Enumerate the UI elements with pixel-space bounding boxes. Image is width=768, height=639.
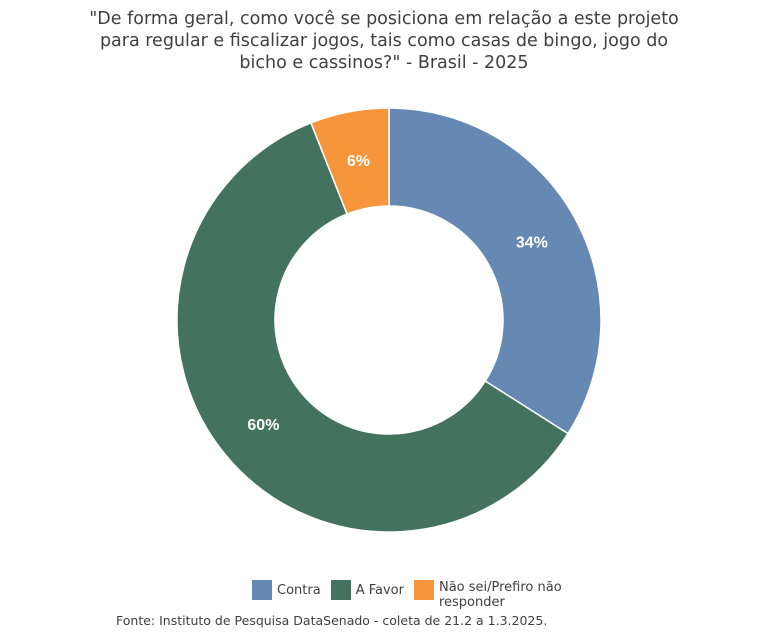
donut-chart: 34% 60% 6% (176, 107, 602, 533)
legend-swatch-a-favor (330, 580, 351, 600)
legend-item-contra: Contra (252, 580, 321, 600)
legend-swatch-nao-sei (413, 580, 434, 600)
slice-contra (388, 107, 602, 435)
source-note: Fonte: Instituto de Pesquisa DataSenado … (116, 613, 548, 628)
slice-nao-sei-label: 6% (347, 153, 370, 170)
slice-nao-sei (309, 107, 390, 215)
legend-swatch-contra (252, 580, 272, 600)
legend-item-nao-sei: Não sei/Prefiro não responder (413, 580, 564, 610)
slice-labels: 34% 60% 6% (247, 153, 547, 434)
legend-label-contra: Contra (277, 583, 321, 598)
donut-slices (176, 107, 602, 533)
legend-label-nao-sei: Não sei/Prefiro não responder (438, 580, 562, 610)
slice-a-favor (176, 121, 570, 533)
slice-contra-label: 34% (516, 234, 548, 251)
slice-a-favor-label: 60% (247, 417, 279, 434)
legend-item-a-favor: A Favor (330, 580, 404, 600)
legend-label-a-favor: A Favor (355, 583, 404, 598)
chart-title: "De forma geral, como você se posiciona … (89, 9, 679, 73)
legend: Contra A Favor Não sei/Prefiro não respo… (252, 580, 564, 610)
